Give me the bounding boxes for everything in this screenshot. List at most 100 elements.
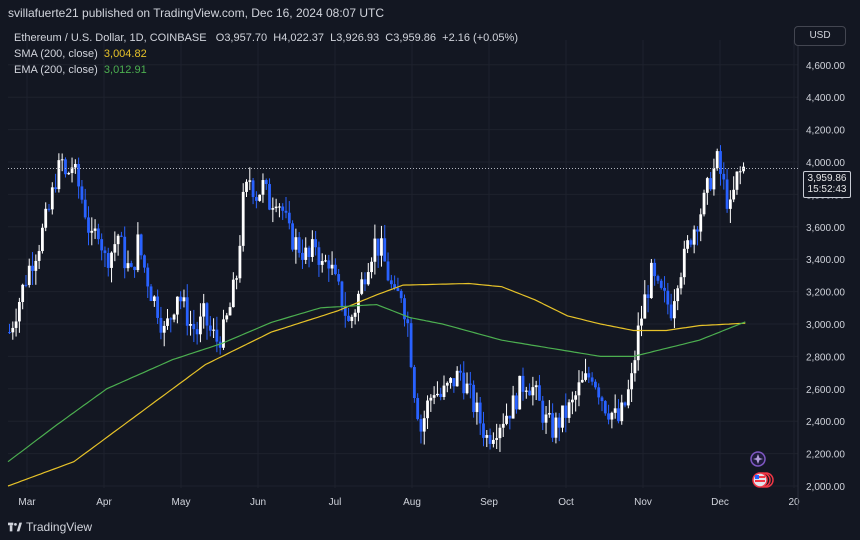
candle (136, 222, 140, 273)
x-tick-label: May (172, 497, 191, 508)
x-tick-label: Dec (711, 497, 729, 508)
candle (41, 223, 44, 254)
candle-body (212, 329, 215, 331)
candle-body (90, 230, 94, 233)
candle-body (96, 228, 100, 240)
candle-body (495, 438, 499, 440)
candle-body (83, 199, 87, 218)
candle (491, 432, 495, 448)
candle (189, 310, 192, 336)
candle (495, 423, 499, 449)
candle-body (524, 390, 528, 392)
candle-body (50, 187, 54, 210)
candle-body (498, 427, 502, 439)
candle (70, 157, 74, 183)
candle-body (722, 173, 726, 180)
candle-body (488, 435, 492, 444)
x-tick-label: Mar (18, 497, 36, 508)
candle (14, 308, 18, 337)
candle-body (159, 317, 163, 333)
candle (528, 383, 531, 396)
candle-body (103, 250, 107, 254)
candle-body (297, 237, 301, 253)
ema-row: EMA (200, close) 3,012.91 (14, 62, 518, 78)
candle-body (617, 408, 620, 422)
candle (426, 395, 429, 429)
candle-body (692, 229, 696, 245)
x-tick-label: Oct (558, 497, 574, 508)
candle-body (541, 400, 545, 423)
candle (139, 233, 143, 260)
candle-body (169, 318, 173, 320)
candle-body (436, 393, 439, 396)
candle (205, 302, 209, 340)
candle (21, 283, 25, 310)
candle (192, 309, 196, 343)
candle-body (301, 252, 304, 260)
candle-body (587, 373, 591, 378)
chart-area[interactable]: 2,000.00 2,200.00 2,400.00 2,600.00 2,800.00… (0, 26, 860, 510)
chart-legend: Ethereum / U.S. Dollar, 1D, COINBASE O3,… (14, 30, 518, 78)
candle-body (218, 341, 222, 348)
candle-body (324, 260, 327, 262)
candle (162, 320, 166, 347)
candle-body (409, 323, 413, 368)
candle-body (452, 378, 456, 387)
candle-body (343, 306, 347, 316)
candle-body (432, 395, 436, 398)
y-tick-label: 4,000.00 (806, 158, 845, 169)
candle-body (403, 298, 406, 320)
candle (77, 157, 81, 199)
tradingview-logo[interactable]: TradingView (8, 520, 92, 534)
candle (699, 208, 703, 242)
y-tick-label: 4,200.00 (806, 126, 845, 137)
candle (422, 410, 426, 445)
candle (37, 244, 41, 269)
candle (705, 176, 709, 205)
candle-body (284, 210, 288, 213)
candle-body (580, 379, 584, 383)
candle (646, 285, 650, 313)
candle-body (534, 385, 538, 388)
candle (439, 387, 443, 401)
candle-body (317, 247, 321, 265)
candle-body (182, 297, 186, 302)
currency-button[interactable]: USD (794, 26, 846, 46)
candle-body (646, 294, 650, 299)
candle (607, 404, 610, 425)
candle-body (468, 383, 472, 385)
candle (327, 254, 331, 282)
candle (600, 395, 604, 412)
candle (228, 302, 232, 316)
candle-body (396, 288, 400, 291)
candlestick-chart[interactable]: 2,000.00 2,200.00 2,400.00 2,600.00 2,800.00… (0, 26, 860, 510)
candle (215, 316, 219, 353)
candle-body (110, 252, 113, 268)
candle-body (235, 278, 239, 280)
candle-body (8, 332, 11, 334)
sma-row: SMA (200, close) 3,004.82 (14, 46, 518, 62)
candle (261, 173, 265, 203)
sma-200-line (7, 282, 746, 487)
candle (676, 285, 680, 311)
bar-countdown: 15:52:43 (807, 184, 847, 195)
last-price-label: 3,959.86 15:52:43 (803, 171, 851, 198)
high-value: 4,022.37 (281, 32, 325, 44)
candle (152, 295, 156, 307)
candle-body (77, 163, 81, 187)
open-label: O (215, 32, 225, 44)
candle (274, 198, 278, 213)
candle (455, 366, 459, 387)
close-value: 3,959.86 (393, 32, 437, 44)
candle-body (274, 206, 278, 209)
candle (11, 321, 15, 340)
candle-body (393, 284, 397, 289)
candle-body (577, 382, 581, 396)
candle (376, 238, 380, 268)
y-tick-label: 2,200.00 (806, 450, 845, 461)
candle-body (508, 415, 512, 419)
candle (501, 413, 505, 437)
candle-body (175, 296, 179, 315)
candle (44, 202, 48, 232)
candle-body (554, 417, 558, 438)
